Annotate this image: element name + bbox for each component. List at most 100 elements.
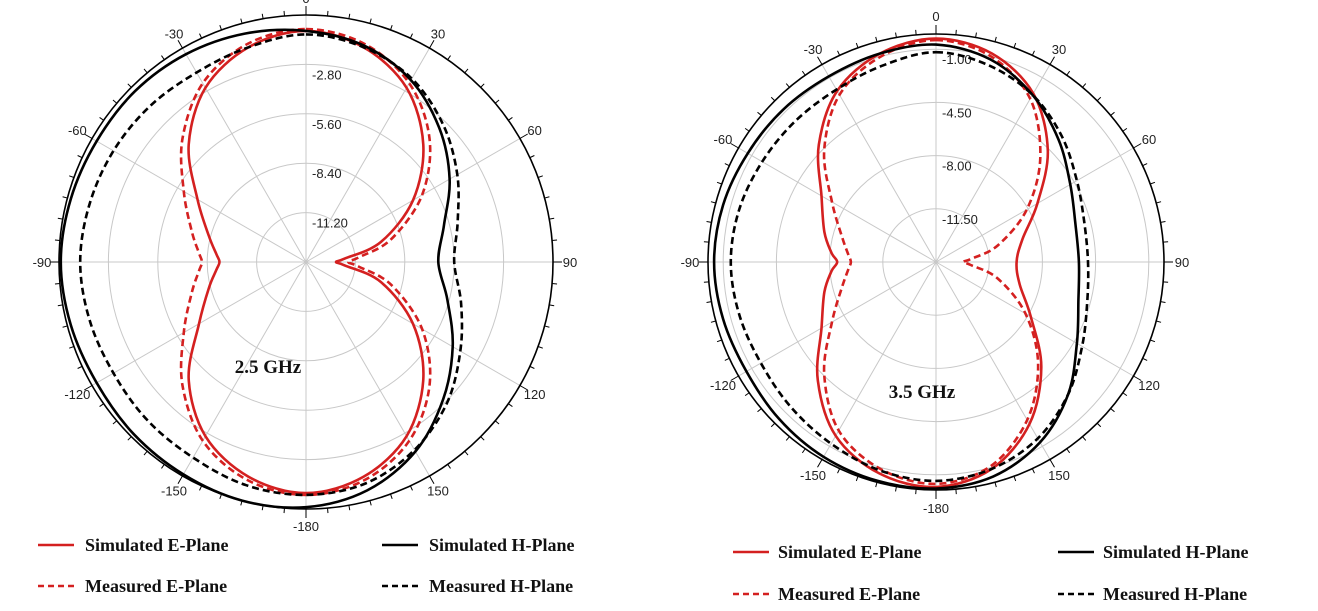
grid-spoke	[935, 261, 1134, 377]
angle-tick-label: -150	[800, 468, 826, 483]
grid-spoke	[821, 64, 937, 263]
minor-tick	[1160, 301, 1166, 303]
angle-tick-label: 0	[932, 9, 939, 24]
minor-tick	[757, 111, 762, 116]
minor-tick	[1122, 127, 1128, 132]
polar-chart-3.5ghz: 0 30 60 90 120 150 -180 -150 -120 -90 -60 -30 -1.00 -…	[681, 9, 1190, 516]
angle-tick-label: 120	[524, 387, 546, 402]
radial-tick-label: -4.50	[942, 105, 972, 120]
minor-tick	[127, 436, 132, 441]
series-simulated-e-plane	[815, 37, 1050, 489]
angle-tick-label: 150	[1048, 468, 1070, 483]
minor-tick	[706, 221, 712, 223]
minor-tick	[508, 403, 513, 407]
major-tick	[817, 56, 823, 65]
minor-tick	[1013, 42, 1017, 48]
minor-tick	[409, 33, 413, 39]
angle-tick-label: -150	[161, 484, 187, 499]
series-measured-h-plane	[729, 50, 1090, 483]
major-tick	[177, 40, 183, 49]
major-tick	[177, 475, 183, 484]
angle-tick-label: -180	[923, 501, 949, 516]
series-simulated-h-plane	[59, 28, 455, 509]
angle-tick-label: 30	[431, 26, 445, 41]
minor-tick	[710, 320, 716, 323]
minor-tick	[1066, 70, 1071, 76]
major-tick	[1133, 143, 1142, 149]
minor-tick	[837, 50, 841, 56]
minor-tick	[855, 42, 859, 48]
minor-tick	[1156, 201, 1162, 204]
minor-tick	[1156, 320, 1162, 323]
minor-tick	[710, 201, 716, 204]
grid-spoke	[738, 261, 937, 377]
minor-tick	[1122, 392, 1128, 397]
minor-tick	[99, 117, 104, 121]
minor-tick	[62, 196, 68, 199]
series-measured-e-plane	[822, 38, 1042, 486]
angle-tick-label: 120	[1138, 378, 1160, 393]
minor-tick	[1142, 357, 1148, 361]
major-tick	[817, 459, 823, 468]
major-tick	[730, 375, 739, 381]
angle-tick-label: -30	[165, 26, 184, 41]
minor-tick	[706, 301, 712, 303]
minor-tick	[529, 365, 535, 369]
angle-tick-label: 0	[302, 0, 309, 6]
angle-tick-label: -90	[681, 255, 700, 270]
minor-tick	[1031, 468, 1035, 474]
angle-tick-label: -30	[804, 42, 823, 57]
series-simulated-e-plane	[187, 29, 425, 495]
angle-tick-label: -60	[714, 132, 733, 147]
radial-tick-label: -11.20	[312, 216, 348, 231]
grid-spoke	[821, 261, 937, 460]
minor-tick	[549, 304, 555, 307]
legend-label-measured-e-plane: Measured E-Plane	[85, 576, 227, 596]
minor-tick	[716, 339, 722, 343]
polar-chart-2.5ghz: 0 30 60 90 120 150 -180 -150 -120 -90 -60 -30 -2.80 -…	[33, 0, 578, 534]
minor-tick	[770, 422, 776, 428]
minor-tick	[1031, 50, 1035, 56]
grid-spoke	[91, 138, 307, 263]
grid-spoke	[935, 147, 1134, 263]
minor-tick	[57, 217, 63, 220]
minor-tick	[99, 403, 104, 407]
legend-label-measured-h-plane: Measured H-Plane	[429, 576, 573, 596]
legend-label-measured-e-plane: Measured E-Plane	[778, 584, 920, 604]
minor-tick	[537, 175, 543, 178]
minor-tick	[143, 450, 148, 456]
major-tick	[84, 133, 93, 139]
minor-tick	[537, 346, 543, 349]
series-measured-h-plane	[78, 33, 464, 497]
minor-tick	[199, 485, 203, 491]
minor-tick	[895, 32, 897, 38]
major-tick	[1133, 375, 1142, 381]
minor-tick	[975, 486, 977, 492]
minor-tick	[785, 83, 790, 88]
grid-spoke	[182, 47, 307, 263]
minor-tick	[390, 493, 393, 499]
legend-label-simulated-h-plane: Simulated H-Plane	[1103, 542, 1249, 562]
minor-tick	[744, 392, 750, 397]
minor-tick	[801, 70, 806, 76]
minor-tick	[219, 25, 222, 31]
legend-label-simulated-e-plane: Simulated E-Plane	[778, 542, 922, 562]
minor-tick	[1096, 96, 1102, 102]
minor-tick	[447, 55, 451, 60]
minor-tick	[895, 486, 897, 492]
major-tick	[429, 475, 435, 484]
minor-tick	[127, 83, 132, 88]
minor-tick	[544, 196, 550, 199]
radial-tick-label: -8.00	[942, 159, 972, 174]
minor-tick	[464, 68, 469, 74]
minor-tick	[348, 13, 351, 19]
minor-tick	[1110, 408, 1115, 413]
major-tick	[1049, 56, 1055, 65]
angle-tick-label: -120	[710, 378, 736, 393]
major-tick	[1049, 459, 1055, 468]
series-simulated-h-plane	[712, 43, 1081, 490]
legend-label-simulated-e-plane: Simulated E-Plane	[85, 535, 229, 555]
major-tick	[730, 143, 739, 149]
minor-tick	[447, 464, 451, 469]
minor-tick	[390, 25, 393, 31]
